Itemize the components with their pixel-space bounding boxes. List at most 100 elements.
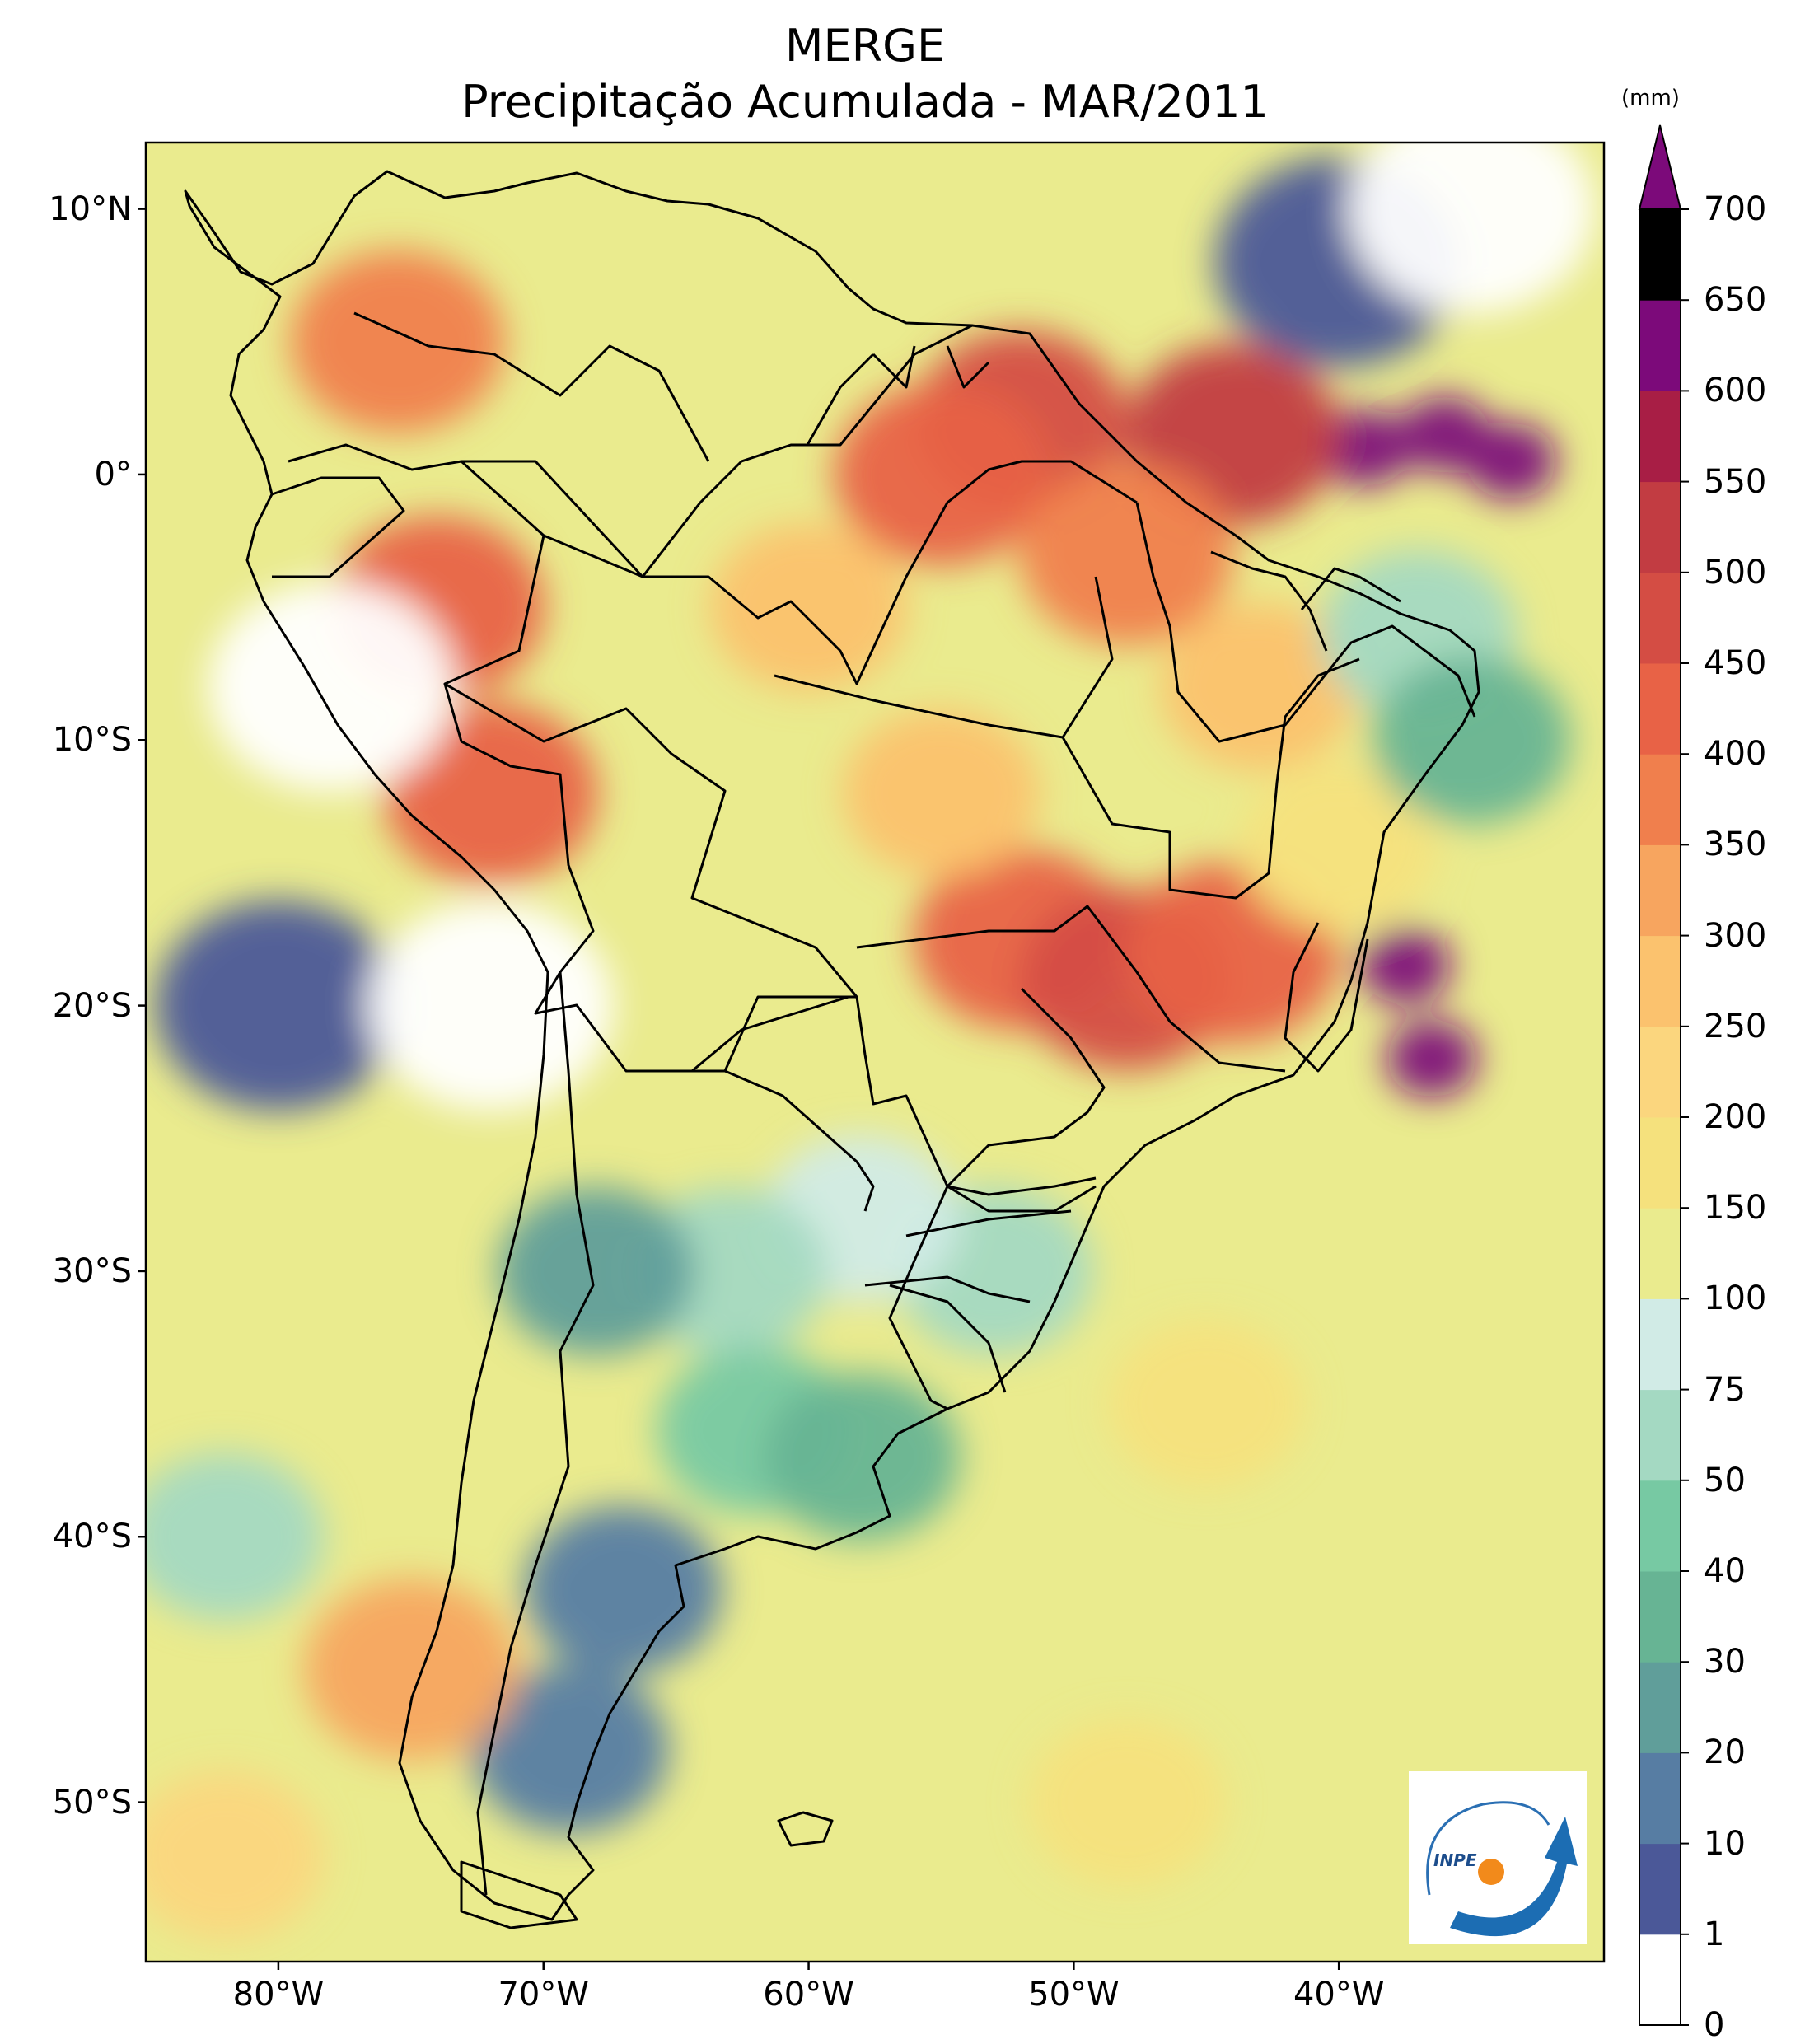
colorbar-tick-label: 0 <box>1704 2006 1725 2044</box>
colorbar-extend-arrow <box>1638 124 1682 210</box>
brazil-border <box>443 324 973 1410</box>
colorbar-tick-label: 550 <box>1704 462 1767 501</box>
precip-feature-26 <box>498 1186 696 1355</box>
colorbar-tick-label: 400 <box>1704 735 1767 774</box>
precip-feature-14 <box>1386 1020 1477 1097</box>
longitude-label: 80°W <box>232 1976 325 2014</box>
precip-feature-31 <box>367 900 615 1111</box>
colorbar-tick-label: 100 <box>1704 1279 1767 1318</box>
precip-feature-2 <box>1320 409 1411 487</box>
colorbar-segment <box>1639 1934 1681 2026</box>
colorbar-tick-label: 75 <box>1704 1370 1746 1409</box>
colorbar-tick-label: 10 <box>1704 1824 1746 1863</box>
colorbar-segment <box>1639 1389 1681 1481</box>
ecuador-border <box>271 476 405 578</box>
colorbar-segment <box>1639 1480 1681 1572</box>
colorbar-segment <box>1639 300 1681 391</box>
brazil-states-northeast <box>1135 502 1476 743</box>
colorbar-segment <box>1639 1843 1681 1935</box>
colorbar-segment <box>1639 663 1681 755</box>
longitude-label: 50°W <box>1028 1976 1120 2014</box>
colorbar-tick-label: 350 <box>1704 826 1767 864</box>
precip-feature-34 <box>1348 143 1596 315</box>
longitude-label: 70°W <box>498 1976 589 2014</box>
colorbar-tick-label: 20 <box>1704 1733 1746 1772</box>
precip-feature-38 <box>146 1771 325 1940</box>
colorbar-segment <box>1639 844 1681 937</box>
inpe-logo: INPE <box>1409 1771 1587 1944</box>
colorbar-tick-label: 50 <box>1704 1461 1746 1499</box>
colorbar-tick-label: 450 <box>1704 644 1767 682</box>
precip-feature-16 <box>842 709 1040 877</box>
precip-feature-36 <box>1027 1718 1226 1887</box>
latitude-label: 30°S <box>52 1251 132 1290</box>
brazil-states-north <box>543 460 1138 685</box>
precip-feature-28 <box>470 1665 669 1834</box>
tierra-del-fuego <box>460 1860 578 1929</box>
colorbar-tick-label: 650 <box>1704 281 1767 320</box>
colorbar-tick-label: 300 <box>1704 916 1767 955</box>
longitude-label: 40°W <box>1293 1976 1385 2014</box>
colorbar-unit: (mm) <box>1621 86 1680 110</box>
precip-feature-1 <box>1466 423 1557 500</box>
country-borders <box>184 170 1480 1929</box>
latitude-label: 10°N <box>49 189 132 228</box>
brazil-states-center <box>774 576 1360 900</box>
latitude-label: 10°S <box>52 721 132 760</box>
colorbar-tick-label: 500 <box>1704 553 1767 592</box>
colorbar <box>1638 124 1689 2026</box>
colorbar-segment <box>1639 1571 1681 1663</box>
colorbar-segment <box>1639 209 1681 301</box>
latitude-label: 20°S <box>52 986 132 1025</box>
colorbar-tick-label: 700 <box>1704 190 1767 228</box>
precip-feature-27 <box>524 1505 722 1674</box>
precip-feature-29 <box>303 1578 518 1761</box>
uruguay-border <box>889 1284 1007 1393</box>
longitude-label: 60°W <box>763 1976 854 2014</box>
precip-feature-25 <box>762 1373 961 1541</box>
paraguay-argentina-border <box>626 995 875 1212</box>
brazil-states-southeast <box>856 905 1369 1213</box>
precip-feature-35 <box>1107 1320 1306 1489</box>
guianas-border <box>806 345 990 446</box>
precip-feature-32 <box>208 582 456 793</box>
colorbar-segment <box>1639 481 1681 573</box>
colorbar-tick-label: 150 <box>1704 1189 1767 1228</box>
colorbar-segment <box>1639 935 1681 1027</box>
colorbar-segment <box>1639 754 1681 845</box>
precip-feature-37 <box>146 1452 325 1621</box>
colorbar-tick-label: 250 <box>1704 1007 1767 1045</box>
brazil-states-south <box>864 1176 1097 1303</box>
colorbar-tick-label: 30 <box>1704 1643 1746 1682</box>
precip-feature-15 <box>709 523 908 692</box>
precip-feature-30 <box>154 900 402 1111</box>
colorbar-segment <box>1639 391 1681 483</box>
argentina-chile-border <box>476 971 595 1896</box>
precip-feature-5 <box>834 383 1049 566</box>
precipitation-field: INPE <box>146 143 1604 1962</box>
latitude-label: 0° <box>94 455 132 493</box>
south-america-coastline <box>184 170 1480 1921</box>
map-frame <box>144 141 1606 1963</box>
colorbar-segment <box>1639 1117 1681 1209</box>
colorbar-tick-label: 200 <box>1704 1098 1767 1136</box>
colorbar-tick-label: 1 <box>1704 1915 1725 1953</box>
colorbar-segment <box>1639 572 1681 664</box>
precip-feature-20 <box>1372 656 1571 825</box>
precip-feature-8 <box>383 702 598 885</box>
colorbar-segment <box>1639 1208 1681 1299</box>
latitude-label: 50°S <box>52 1783 132 1822</box>
precip-feature-13 <box>1359 927 1451 1004</box>
colorbar-tick-label: 600 <box>1704 372 1767 410</box>
latitude-label: 40°S <box>52 1518 132 1556</box>
axis-ticks <box>138 208 1340 1970</box>
precip-feature-9 <box>290 250 505 433</box>
colorbar-tick-label: 40 <box>1704 1552 1746 1590</box>
colombia-venezuela-border <box>288 311 710 471</box>
inpe-logo-text: INPE <box>1433 1850 1477 1870</box>
colorbar-segment <box>1639 1026 1681 1118</box>
map-title: MERGE <box>784 20 946 72</box>
map-subtitle: Precipitação Acumulada - MAR/2011 <box>461 76 1269 128</box>
colorbar-segment <box>1639 1298 1681 1391</box>
